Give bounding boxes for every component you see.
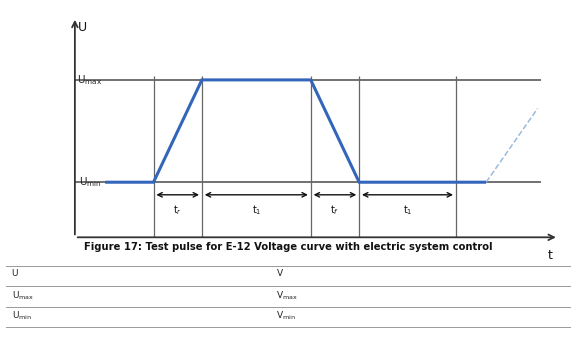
Text: U: U bbox=[12, 269, 18, 278]
Text: t$_r$: t$_r$ bbox=[173, 203, 182, 217]
Text: V$_{\mathrm{min}}$: V$_{\mathrm{min}}$ bbox=[276, 310, 296, 322]
Text: t$_1$: t$_1$ bbox=[252, 203, 261, 217]
Text: U$_{\mathrm{min}}$: U$_{\mathrm{min}}$ bbox=[12, 310, 32, 322]
Text: V$_{\mathrm{max}}$: V$_{\mathrm{max}}$ bbox=[276, 289, 298, 302]
Text: t$_f$: t$_f$ bbox=[331, 203, 339, 217]
Text: t: t bbox=[547, 249, 552, 262]
Text: U$_{\mathrm{max}}$: U$_{\mathrm{max}}$ bbox=[12, 289, 34, 302]
Text: t$_1$: t$_1$ bbox=[403, 203, 412, 217]
Text: U$_{\mathrm{min}}$: U$_{\mathrm{min}}$ bbox=[79, 175, 102, 189]
Text: V: V bbox=[276, 269, 283, 278]
Text: Figure 17: Test pulse for E-12 Voltage curve with electric system control: Figure 17: Test pulse for E-12 Voltage c… bbox=[84, 242, 492, 252]
Text: U$_{\mathrm{max}}$: U$_{\mathrm{max}}$ bbox=[77, 73, 102, 87]
Text: U: U bbox=[78, 21, 87, 34]
